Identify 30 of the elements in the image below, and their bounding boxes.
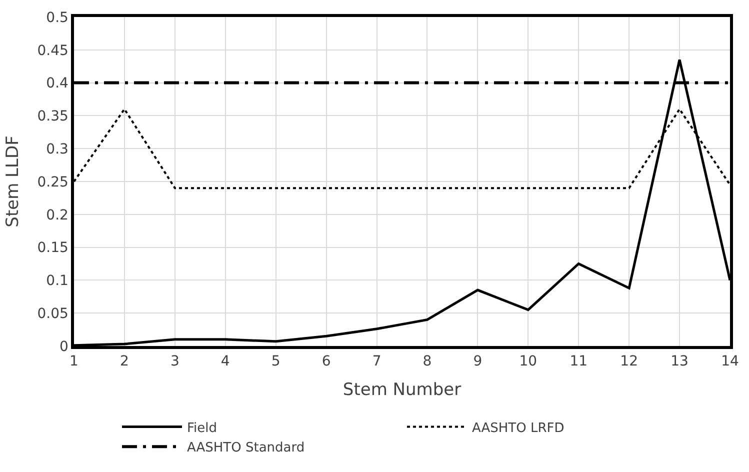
y-tick-label: 0.05 <box>37 306 68 322</box>
legend-label: AASHTO LRFD <box>472 420 564 436</box>
x-tick-label: 5 <box>271 354 280 370</box>
y-tick-label: 0.3 <box>46 142 68 158</box>
y-tick-label: 0.35 <box>37 108 68 125</box>
x-tick-label: 2 <box>120 354 129 370</box>
x-tick-label: 4 <box>220 354 230 370</box>
y-tick-label: 0.15 <box>37 240 68 256</box>
x-tick-label: 10 <box>519 354 538 370</box>
x-tick-label: 8 <box>422 354 432 370</box>
x-tick-label: 12 <box>620 354 638 370</box>
x-tick-label: 6 <box>322 354 331 370</box>
legend-label: AASHTO Standard <box>187 440 305 456</box>
y-tick-label: 0.1 <box>46 273 68 290</box>
x-tick-label: 3 <box>170 354 180 370</box>
y-tick-label: 0.5 <box>46 10 68 26</box>
x-tick-label: 7 <box>372 354 382 370</box>
y-tick-label: 0.25 <box>37 174 68 190</box>
x-tick-label: 11 <box>570 354 588 370</box>
x-tick-label: 13 <box>670 354 688 370</box>
x-tick-label: 9 <box>473 354 482 370</box>
y-axis-title: Stem LLDF <box>2 136 23 228</box>
y-tick-label: 0.2 <box>46 207 68 224</box>
legend-label: Field <box>187 420 218 436</box>
x-tick-label: 14 <box>721 354 739 370</box>
x-axis-title: Stem Number <box>342 380 462 400</box>
y-tick-label: 0.45 <box>37 42 68 59</box>
y-tick-label: 0.4 <box>46 76 69 92</box>
y-tick-label: 0 <box>60 338 68 355</box>
x-tick-label: 1 <box>70 354 78 370</box>
